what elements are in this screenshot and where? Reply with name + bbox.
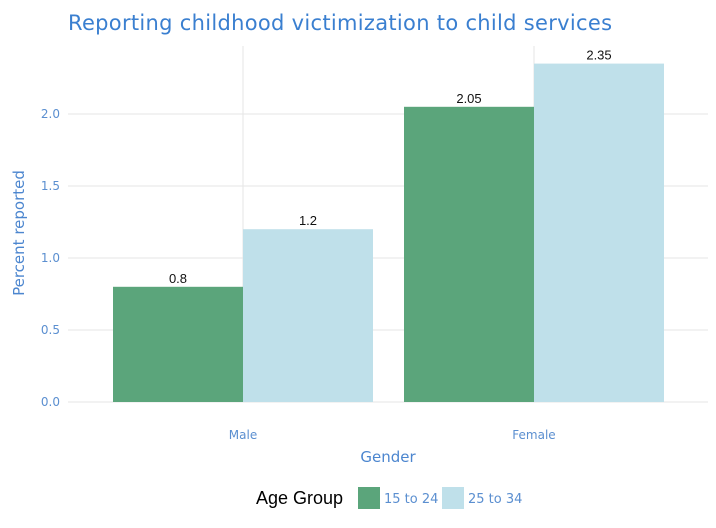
y-tick-label: 2.0 [41,107,60,121]
chart-title: Reporting childhood victimization to chi… [68,11,612,35]
y-tick-label: 1.0 [41,251,60,265]
y-tick-label: 0.0 [41,395,60,409]
bars [113,63,664,403]
legend-key-25-to-34 [442,487,464,509]
data-label: 0.8 [169,271,187,286]
legend-title: Age Group [256,488,343,508]
legend: Age Group 15 to 24 25 to 34 [256,487,522,509]
legend-label-25-to-34: 25 to 34 [468,492,522,507]
bar [113,286,243,402]
data-label: 1.2 [299,213,317,228]
legend-key-15-to-24 [358,487,380,509]
bar [243,229,373,402]
bar [534,63,664,402]
x-tick-label: Female [512,428,555,442]
bar [404,106,534,403]
data-label: 2.35 [586,48,611,63]
data-label: 2.05 [456,91,481,106]
x-tick-label: Male [229,428,257,442]
x-tick-labels: Male Female [229,428,556,442]
legend-label-15-to-24: 15 to 24 [384,492,438,507]
x-axis-title: Gender [360,448,416,466]
y-tick-label: 1.5 [41,179,60,193]
y-tick-label: 0.5 [41,323,60,337]
y-tick-labels: 0.0 0.5 1.0 1.5 2.0 [41,107,60,409]
y-axis-title: Percent reported [10,170,28,296]
data-labels: 0.8 2.05 1.2 2.35 [169,48,612,286]
